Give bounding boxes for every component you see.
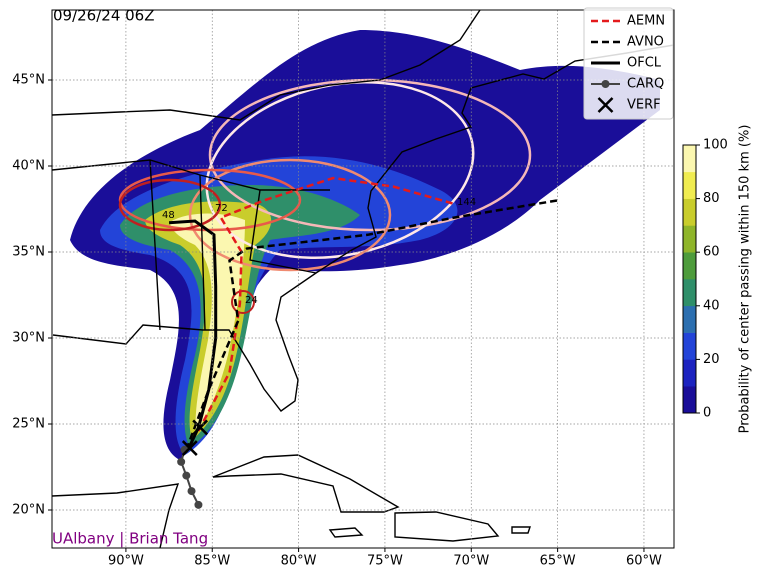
map-frame [51, 9, 675, 549]
track-point [194, 500, 203, 509]
coastline [52, 483, 180, 548]
colorbar-tick-label: 40 [703, 298, 720, 313]
track-point [192, 419, 209, 436]
colorbar-frame [682, 144, 697, 414]
colorbar-band [683, 225, 696, 253]
y-tick-label: 40°N [12, 158, 45, 173]
coastline [328, 526, 531, 538]
colorbar-label: Probability of center passing within 150… [738, 125, 753, 434]
colorbar-band [683, 171, 696, 199]
legend-label: OFCL [627, 56, 662, 71]
track-line [168, 219, 218, 451]
colorbar-band [683, 359, 696, 387]
colorbar-band [683, 386, 696, 414]
legend-box [583, 7, 674, 120]
border [52, 10, 481, 121]
colorbar-tick-label: 80 [703, 191, 720, 206]
coastline [212, 454, 400, 513]
track-label: 48 [162, 210, 175, 221]
map-area [52, 10, 674, 548]
cone-ellipse [188, 158, 392, 272]
colorbar-tick-label: 60 [703, 245, 720, 260]
colorbar-band [683, 279, 696, 307]
x-tick-label: 60°W [626, 554, 662, 569]
cone-ellipse [231, 290, 255, 314]
colorbar-band [683, 198, 696, 226]
track-point [181, 440, 198, 456]
legend-label: CARQ [627, 77, 664, 92]
track-label: 144 [457, 197, 476, 208]
coastline [394, 511, 500, 542]
colorbar-tick-label: 0 [703, 406, 711, 421]
cone-ellipse [208, 78, 532, 232]
legend-label: AVNO [627, 35, 664, 50]
track-label: 24 [245, 295, 258, 306]
y-tick-label: 20°N [12, 502, 45, 517]
coastline [52, 44, 674, 412]
y-tick-label: 25°N [12, 416, 45, 431]
x-tick-label: 75°W [367, 554, 403, 569]
y-tick-label: 45°N [12, 73, 45, 88]
colorbar-tick-label: 20 [703, 352, 720, 367]
title: 09/26/24 06Z [53, 7, 155, 25]
legend-label: AEMN [627, 14, 665, 29]
legend-label: VERF [627, 98, 661, 113]
x-tick-label: 85°W [194, 554, 230, 569]
x-tick-label: 90°W [108, 554, 144, 569]
track-point [187, 487, 196, 496]
track-line [185, 199, 558, 451]
x-tick-label: 70°W [453, 554, 489, 569]
colorbar-band [683, 305, 696, 333]
track-line [197, 176, 455, 432]
y-tick-label: 35°N [12, 244, 45, 259]
track-point [182, 471, 191, 480]
x-tick-label: 80°W [281, 554, 317, 569]
colorbar-band [683, 332, 696, 360]
colorbar-tick-label: 100 [703, 138, 728, 153]
state-border [52, 159, 330, 331]
legend-swatch [597, 97, 614, 113]
credit: UAlbany | Brian Tang [52, 530, 208, 548]
cone-ellipse [118, 178, 222, 232]
y-tick-label: 30°N [12, 330, 45, 345]
colorbar-band [683, 252, 696, 280]
legend-swatch [601, 80, 610, 88]
swath [170, 213, 245, 432]
track-label: 72 [215, 203, 228, 214]
tracks [168, 176, 558, 509]
track-point [177, 457, 186, 466]
colorbar-band [683, 145, 696, 173]
x-tick-label: 65°W [540, 554, 576, 569]
